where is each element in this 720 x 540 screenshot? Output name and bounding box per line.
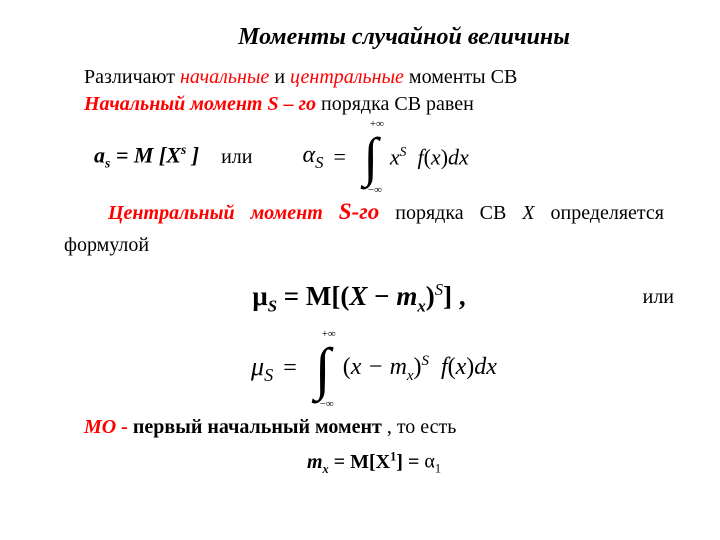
mx-equation: mx = M[X1] = α1 (84, 449, 664, 477)
central-moment-text: Центральный момент S-го порядка СВ X опр… (64, 195, 664, 260)
or-label-1: или (221, 146, 252, 169)
page-title: Моменты случайной величины (144, 24, 664, 51)
intro-line-2: Начальный момент S – го порядка СВ равен (84, 92, 664, 117)
mu-definition-formula: μS = M[(X − mx)S] , или (54, 280, 664, 316)
alpha-definition-row: as = M [Xs ] или αS = +∞ ∫ −∞ xS f(x)dx (84, 125, 664, 189)
or-label-2: или (643, 286, 674, 309)
intro-line-1: Различают начальные и центральные момент… (84, 65, 664, 90)
alpha-integral-formula: αS = +∞ ∫ −∞ xS f(x)dx (302, 128, 468, 186)
mu-integral-formula: μS = +∞ ∫ −∞ (x − mx)S f(x)dx (84, 338, 664, 400)
mo-footer-line: МО - первый начальный момент , то есть (84, 416, 664, 439)
alpha-text-def: as = M [Xs ] (94, 142, 199, 172)
